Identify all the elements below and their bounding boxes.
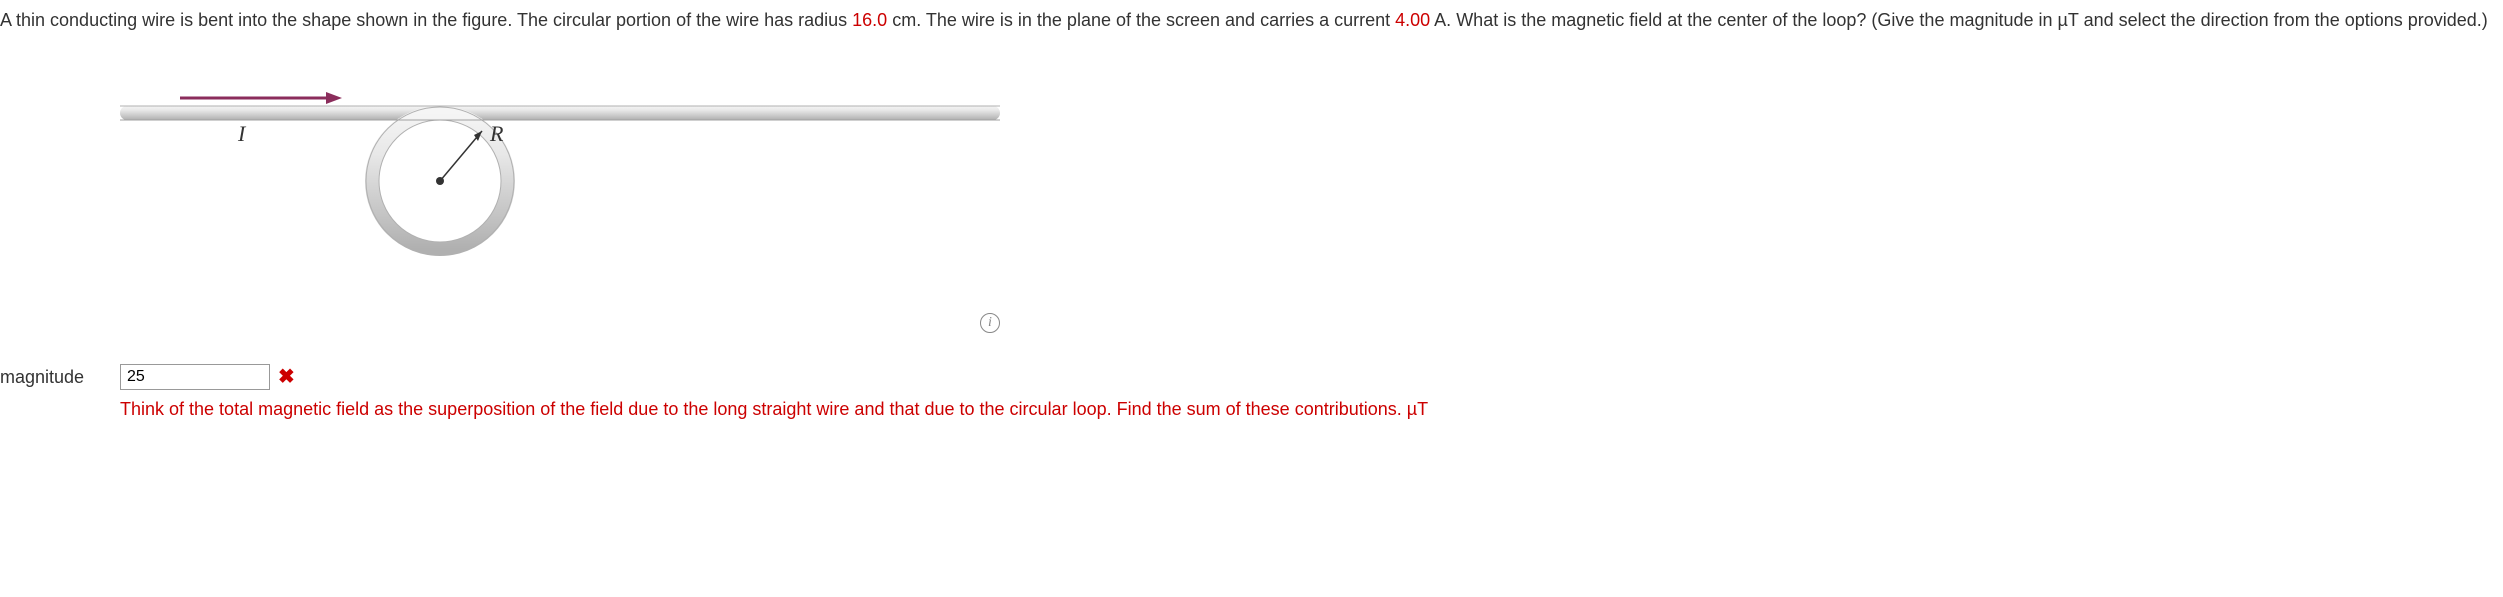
answer-content: ✖ Think of the total magnetic field as t…	[120, 363, 2503, 422]
magnitude-label: magnitude	[0, 363, 100, 390]
info-icon-container: i	[980, 308, 1000, 333]
wire-diagram: R I	[120, 53, 1020, 353]
answer-row: magnitude ✖ Think of the total magnetic …	[0, 363, 2503, 422]
wrong-icon: ✖	[278, 363, 295, 391]
info-icon[interactable]: i	[980, 313, 1000, 333]
input-row: ✖	[120, 363, 2503, 391]
question-part1: A thin conducting wire is bent into the …	[0, 10, 852, 30]
radius-value: 16.0	[852, 10, 887, 30]
current-label: I	[237, 121, 247, 146]
feedback-text: Think of the total magnetic field as the…	[120, 397, 2503, 422]
question-part3: A. What is the magnetic field at the cen…	[1430, 10, 2488, 30]
figure-container: R I i	[120, 53, 1020, 353]
radius-line	[440, 131, 482, 181]
current-arrow-head	[326, 92, 342, 104]
current-value: 4.00	[1395, 10, 1430, 30]
question-text: A thin conducting wire is bent into the …	[0, 8, 2503, 33]
magnitude-input[interactable]	[120, 364, 270, 390]
straight-wire	[120, 106, 1000, 120]
radius-label: R	[489, 121, 504, 146]
question-part2: cm. The wire is in the plane of the scre…	[887, 10, 1395, 30]
